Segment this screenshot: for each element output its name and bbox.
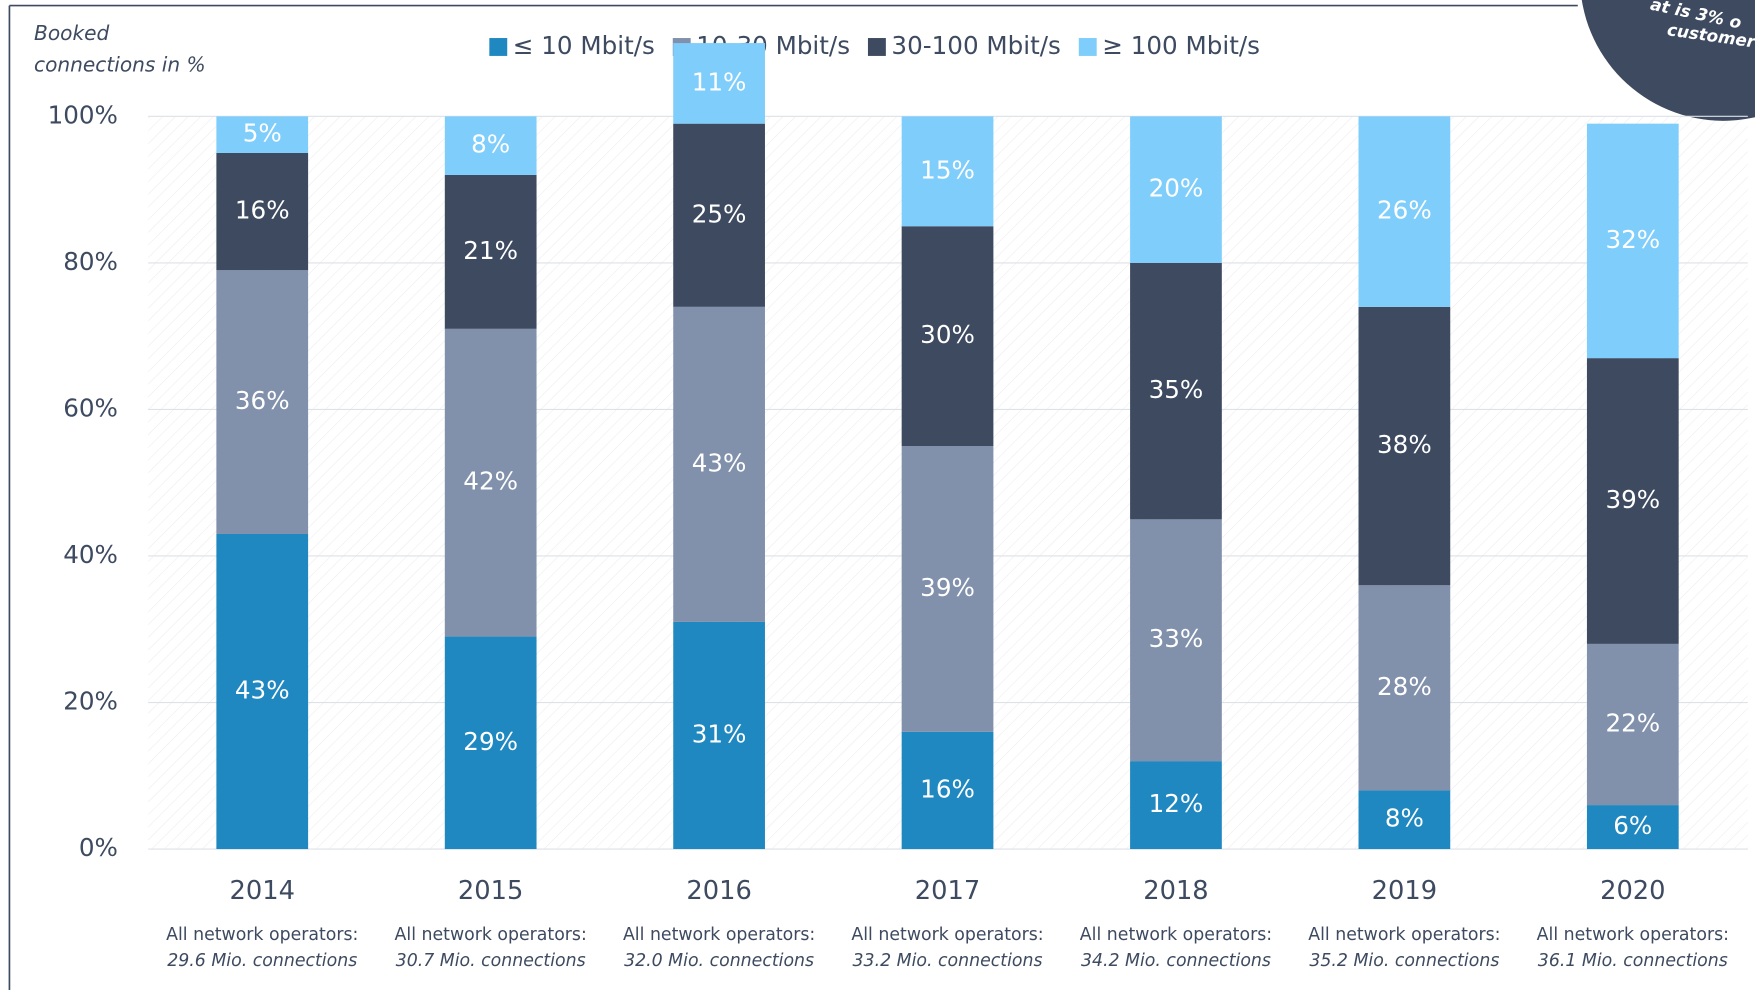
bar-segment: [1358, 585, 1451, 791]
y-tick-label: 60%: [63, 393, 118, 422]
data-label: 26%: [1377, 196, 1432, 225]
data-label: 22%: [1605, 708, 1660, 737]
bar-segment: [1358, 306, 1451, 586]
x-tick-label: 2016: [686, 876, 751, 906]
category-note: 33.2 Mio. connections: [853, 951, 1043, 971]
category-note: All network operators:: [1308, 925, 1500, 945]
x-tick-label: 2015: [458, 876, 523, 906]
x-tick-label: 2019: [1372, 876, 1437, 906]
bar-segment: [673, 621, 765, 850]
bar-segment: [1130, 761, 1222, 850]
bar-segment: [901, 116, 994, 227]
bar-segment: [673, 306, 765, 622]
y-tick-label: 80%: [63, 247, 118, 276]
data-label: 35%: [1149, 375, 1204, 404]
data-label: 8%: [1385, 804, 1424, 833]
legend-label: ≤ 10 Mbit/s: [513, 31, 655, 60]
data-label: 39%: [1605, 485, 1660, 514]
bar-segment: [1130, 519, 1222, 762]
legend-label: 30-100 Mbit/s: [891, 31, 1060, 60]
bar-segment: [444, 174, 537, 329]
data-label: 11%: [692, 67, 747, 96]
bar-segment: [901, 731, 994, 850]
data-label: 33%: [1149, 624, 1204, 653]
data-label: 36%: [235, 386, 290, 415]
data-label: 39%: [920, 573, 975, 602]
data-label: 12%: [1149, 789, 1204, 818]
category-note: All network operators:: [1080, 925, 1272, 945]
data-label: 28%: [1377, 672, 1432, 701]
y-tick-label: 40%: [63, 540, 118, 569]
data-label: 16%: [235, 196, 290, 225]
data-label: 8%: [471, 130, 510, 159]
legend-swatch: [867, 38, 886, 56]
bar-segment: [216, 270, 309, 534]
legend-label: ≥ 100 Mbit/s: [1102, 31, 1260, 60]
bar-segment: [444, 328, 537, 637]
bar-segment: [1358, 116, 1451, 307]
data-label: 5%: [243, 119, 282, 148]
x-tick-label: 2018: [1143, 876, 1208, 906]
bar-segment: [1586, 643, 1679, 806]
data-label: 43%: [692, 448, 747, 477]
bar-segment: [1130, 116, 1222, 263]
bar-segment: [444, 636, 537, 850]
category-note: 32.0 Mio. connections: [624, 951, 814, 971]
bar-segment: [673, 123, 765, 307]
data-label: 30%: [920, 320, 975, 349]
bar-segment: [216, 116, 309, 153]
annotation-circle: [1581, 0, 1755, 121]
bar-segment: [216, 152, 309, 271]
category-note: 30.7 Mio. connections: [396, 951, 586, 971]
data-label: 31%: [692, 719, 747, 748]
bar-segment: [673, 43, 765, 124]
data-label: 42%: [463, 467, 518, 496]
bar-segment: [1130, 262, 1222, 520]
data-label: 29%: [463, 727, 518, 756]
bar-segment: [1586, 805, 1679, 850]
bar-segment: [1358, 790, 1451, 850]
category-note: All network operators:: [1537, 925, 1729, 945]
bar-segment: [216, 533, 309, 850]
legend-swatch: [1078, 38, 1097, 56]
data-label: 38%: [1377, 430, 1432, 459]
category-note: All network operators:: [395, 925, 587, 945]
bar-segment: [1586, 123, 1679, 359]
data-label: 43%: [235, 676, 290, 705]
bar-segment: [901, 446, 994, 732]
y-tick-label: 20%: [63, 687, 118, 716]
data-label: 15%: [920, 155, 975, 184]
category-note: 35.2 Mio. connections: [1309, 951, 1499, 971]
data-label: 20%: [1149, 174, 1204, 203]
legend-swatch: [489, 38, 508, 56]
y-tick-label: 100%: [48, 100, 118, 129]
data-label: 6%: [1613, 811, 1652, 840]
x-tick-label: 2017: [915, 876, 980, 906]
y-axis-label: connections in %: [34, 52, 206, 76]
category-note: 34.2 Mio. connections: [1081, 951, 1271, 971]
data-label: 25%: [692, 199, 747, 228]
data-label: 16%: [920, 774, 975, 803]
x-tick-label: 2020: [1600, 876, 1665, 906]
y-axis-label: Booked: [34, 21, 109, 45]
data-label: 21%: [463, 236, 518, 265]
category-note: All network operators:: [851, 925, 1043, 945]
bar-segment: [901, 226, 994, 447]
category-note: 29.6 Mio. connections: [167, 951, 357, 971]
category-note: All network operators:: [623, 925, 815, 945]
data-label: 32%: [1605, 225, 1660, 254]
y-tick-label: 0%: [79, 833, 118, 862]
category-note: 36.1 Mio. connections: [1538, 951, 1728, 971]
category-note: All network operators:: [166, 925, 358, 945]
x-tick-label: 2014: [230, 876, 295, 906]
bar-segment: [444, 116, 537, 175]
bar-segment: [1586, 358, 1679, 644]
